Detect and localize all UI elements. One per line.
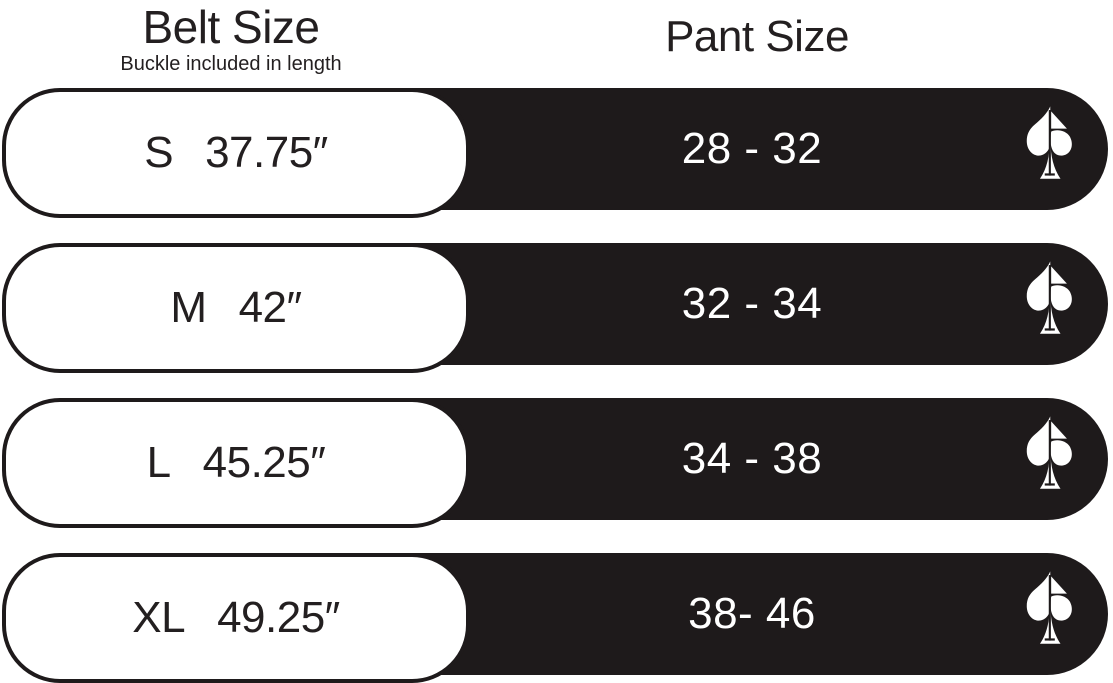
- belt-length-value: 45.25″: [202, 438, 326, 487]
- pant-size-range: 28 - 32: [681, 124, 823, 173]
- belt-size-column-subtitle: Buckle included in length: [120, 53, 342, 75]
- size-row-m: M 42″ 32 - 34: [0, 243, 1113, 373]
- belt-length-value: 42″: [238, 283, 303, 332]
- spade-flag-icon: [1022, 570, 1077, 658]
- belt-buckle: XL 49.25″: [2, 553, 470, 683]
- spade-flag-icon: [1022, 415, 1077, 503]
- belt-buckle: M 42″: [2, 243, 470, 373]
- belt-buckle: L 45.25″: [2, 398, 470, 528]
- belt-size-label: M: [170, 283, 207, 332]
- belt-length-value: 37.75″: [205, 128, 328, 177]
- pant-size-range: 34 - 38: [681, 434, 823, 483]
- belt-size-label: XL: [132, 593, 186, 642]
- belt-length-value: 49.25″: [217, 593, 340, 642]
- belt-size-label: L: [146, 438, 171, 487]
- size-row-xl: XL 49.25″ 38- 46: [0, 553, 1113, 683]
- pant-size-column-title: Pant Size: [665, 12, 849, 61]
- belt-strap: [380, 88, 1108, 210]
- belt-size-column-title: Belt Size: [142, 1, 320, 53]
- pant-size-range: 32 - 34: [681, 279, 823, 328]
- belt-buckle: S 37.75″: [2, 88, 470, 218]
- belt-strap: [380, 398, 1108, 520]
- spade-flag-icon: [1022, 105, 1077, 193]
- belt-strap: [380, 553, 1108, 675]
- size-row-s: S 37.75″ 28 - 32: [0, 88, 1113, 218]
- spade-flag-icon: [1022, 260, 1077, 348]
- belt-size-label: S: [144, 128, 174, 177]
- belt-strap: [380, 243, 1108, 365]
- size-row-l: L 45.25″ 34 - 38: [0, 398, 1113, 528]
- pant-size-range: 38- 46: [688, 589, 816, 638]
